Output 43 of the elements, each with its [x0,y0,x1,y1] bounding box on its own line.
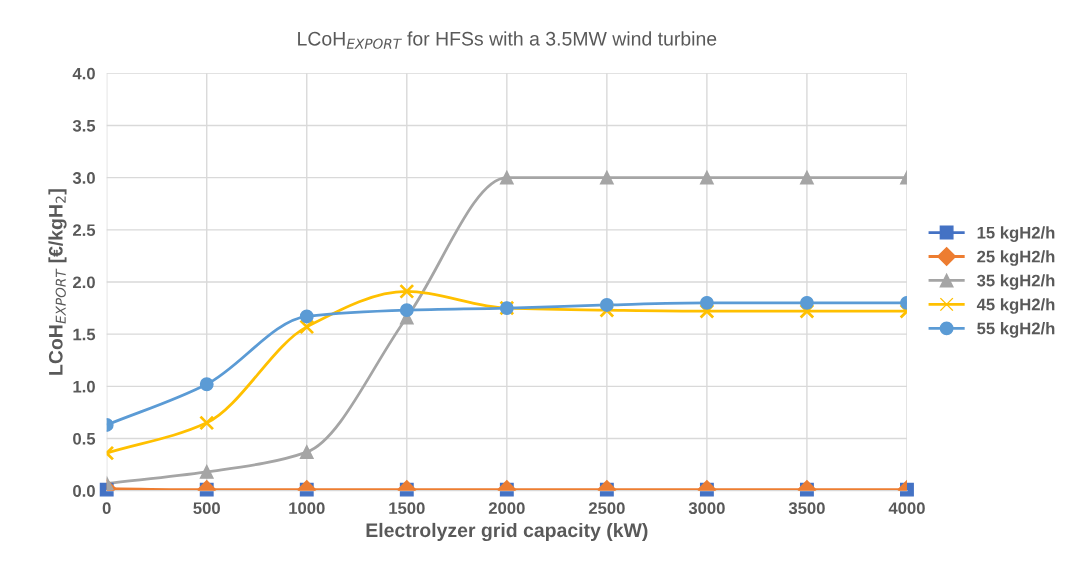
x-tick-label: 2500 [588,502,625,515]
point [599,298,614,312]
point [299,319,315,335]
point [199,464,214,479]
y-tick-label: 2.5 [73,224,96,237]
point [299,309,314,324]
x-axis-title: Electrolyzer grid capacity (kW) [366,522,648,542]
x-tick-label: 3000 [688,502,725,515]
point [799,170,814,185]
y-tick-label: 0.0 [73,485,95,497]
y-tick-label: 3.0 [72,172,95,184]
point [599,170,614,185]
point [699,170,714,185]
y-tick-label: 1.0 [73,380,95,393]
x-tick-label: 3500 [788,502,825,515]
x-tick-label: 0 [102,502,111,515]
point [199,415,215,431]
y-axis-title: LCoH$_{EXPORT}$ [€/kgH$_{2}$] [48,189,67,375]
point [199,377,214,392]
point [299,445,314,460]
y-tick-label: 4.0 [72,67,95,80]
x-tick-label: 1000 [289,502,325,515]
legend-label: 15 kgH2/h [977,226,1055,242]
y-tick-label: 3.5 [72,119,96,132]
x-tick-label: 1500 [389,502,425,515]
x-tick-label: 500 [193,502,220,515]
x-tick-label: 2000 [488,502,525,515]
legend-label: 25 kgH2/h [977,250,1055,266]
y-tick-label: 2.0 [73,276,95,289]
point [799,303,815,319]
point [399,303,414,318]
legend-label: 35 kgH2/h [977,274,1055,290]
legend-label: 55 kgH2/h [977,322,1055,338]
y-tick-label: 0.5 [73,432,96,445]
chart-title: LCoH$_{EXPORT}$ for HFSs with a 3.5MW wind turbine [298,31,717,49]
point [499,170,514,185]
point [399,283,415,300]
point [699,303,715,319]
point [799,295,814,310]
y-tick-label: 1.5 [73,328,96,341]
legend-label: 45 kgH2/h [976,298,1055,314]
point [699,295,714,310]
x-tick-label: 4000 [888,502,925,515]
